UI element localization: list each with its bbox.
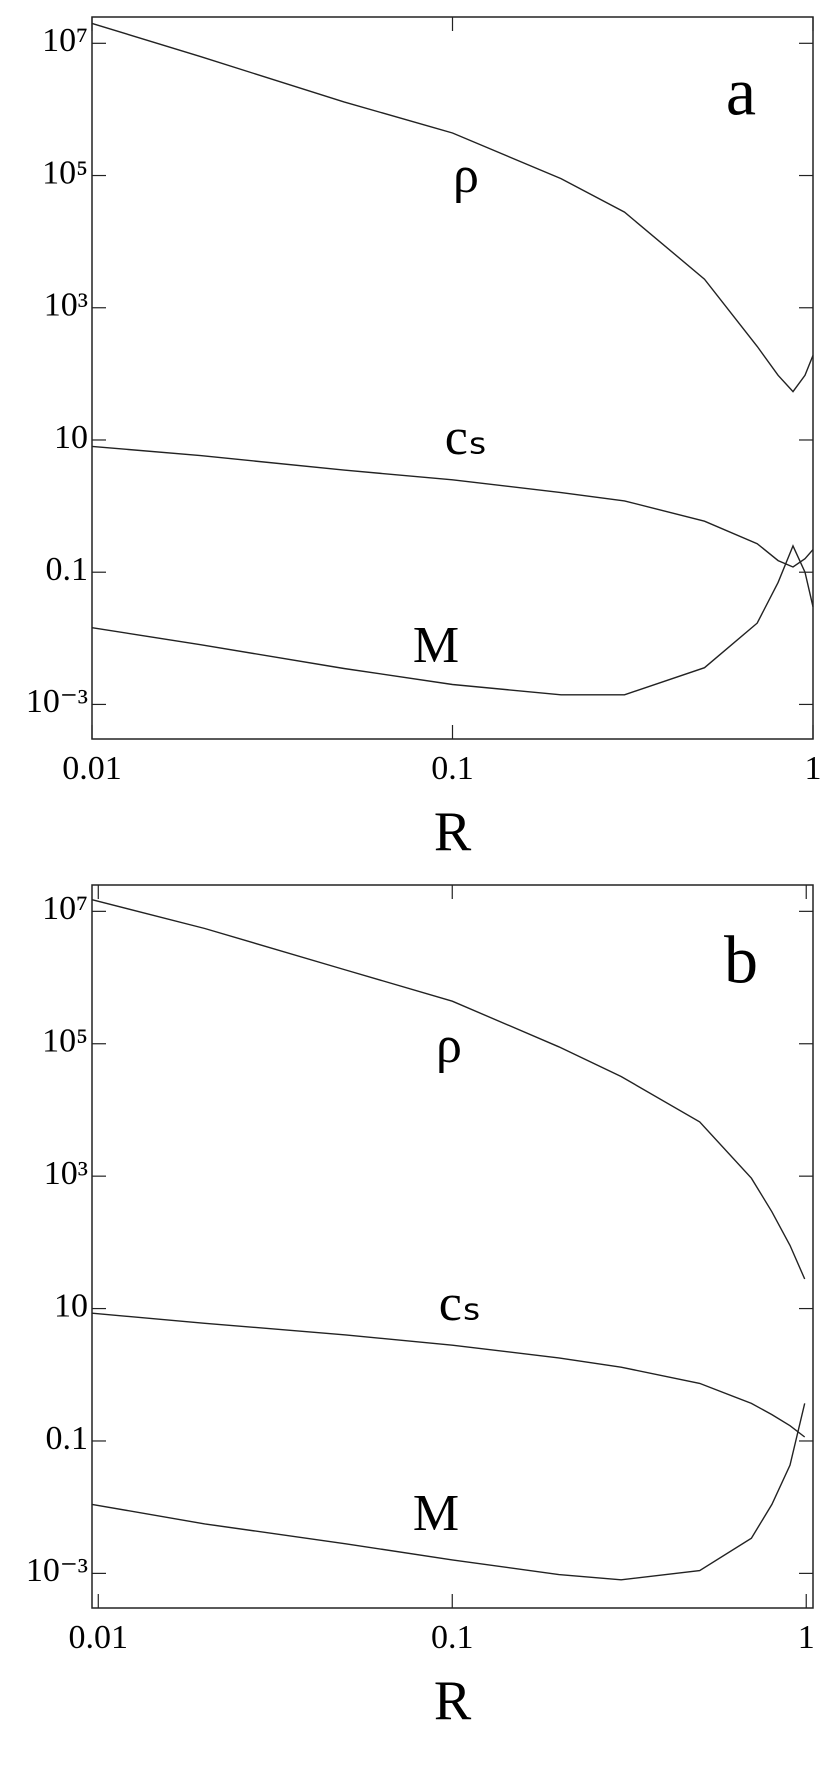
y-tick-label: 10⁵	[42, 154, 88, 191]
x-tick-label: 0.1	[431, 750, 474, 787]
x-tick-label: 0.01	[69, 1619, 129, 1656]
y-tick-label: 10⁵	[42, 1023, 88, 1060]
curve-label: M	[413, 617, 459, 674]
x-tick-label: 0.1	[431, 1619, 474, 1656]
y-tick-label: 0.1	[46, 1420, 89, 1457]
curve	[91, 544, 814, 696]
y-tick-label: 10³	[44, 287, 88, 324]
curve	[91, 899, 806, 1280]
x-axis-label: R	[434, 1670, 472, 1732]
x-tick-label: 1	[798, 1619, 815, 1656]
curve	[91, 22, 814, 393]
curve-label: ρ	[436, 1017, 462, 1074]
y-tick-label: 10⁷	[42, 890, 88, 927]
curve-label: cₛ	[445, 409, 487, 466]
x-tick-label: 0.01	[62, 750, 122, 787]
curve	[91, 1403, 806, 1581]
curve	[91, 445, 814, 568]
x-axis-label: R	[434, 801, 472, 863]
x-tick-label: 1	[805, 750, 822, 787]
y-tick-label: 10	[54, 419, 88, 456]
curve-label: cₛ	[439, 1275, 481, 1332]
y-tick-label: 10⁷	[42, 22, 88, 59]
y-tick-label: 0.1	[46, 551, 89, 588]
curve	[91, 1312, 806, 1438]
curve-label: ρ	[453, 147, 479, 204]
y-tick-label: 10⁻³	[26, 683, 88, 720]
y-tick-label: 10	[54, 1287, 88, 1324]
curve-label: M	[413, 1485, 459, 1542]
panel-label: a	[726, 54, 756, 130]
y-tick-label: 10⁻³	[26, 1552, 88, 1589]
y-tick-label: 10³	[44, 1155, 88, 1192]
panel-label: b	[724, 922, 758, 998]
